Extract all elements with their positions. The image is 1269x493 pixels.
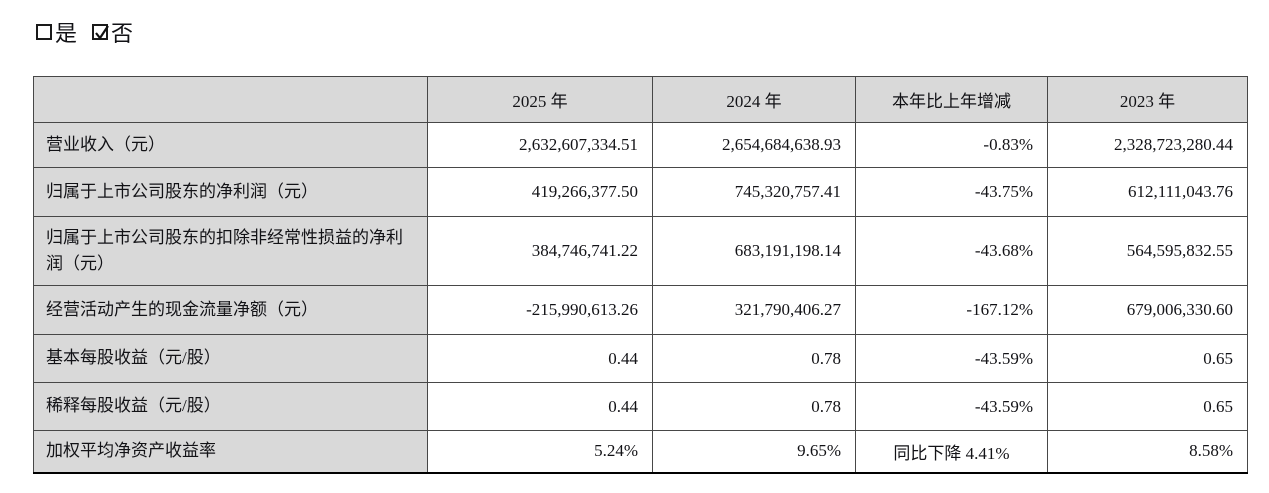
header-2024: 2024 年 — [652, 76, 856, 123]
value-2024: 321,790,406.27 — [652, 285, 856, 335]
table-row-net-profit: 归属于上市公司股东的净利润（元） 419,266,377.50 745,320,… — [33, 167, 1248, 217]
value-2023: 612,111,043.76 — [1047, 167, 1248, 217]
value-2023: 0.65 — [1047, 334, 1248, 383]
value-2023: 679,006,330.60 — [1047, 285, 1248, 335]
row-label: 经营活动产生的现金流量净额（元） — [33, 285, 428, 335]
checkbox-yes-label: 是 — [55, 21, 79, 46]
row-label: 归属于上市公司股东的净利润（元） — [33, 167, 428, 217]
value-2024: 2,654,684,638.93 — [652, 122, 856, 168]
value-2023: 564,595,832.55 — [1047, 216, 1248, 286]
row-label: 加权平均净资产收益率 — [33, 430, 428, 474]
table-row-operating-cash-flow: 经营活动产生的现金流量净额（元） -215,990,613.26 321,790… — [33, 285, 1248, 335]
value-change: -43.59% — [855, 334, 1048, 383]
row-label: 基本每股收益（元/股） — [33, 334, 428, 383]
value-2024: 683,191,198.14 — [652, 216, 856, 286]
financial-summary-table: 2025 年 2024 年 本年比上年增减 2023 年 营业收入（元） 2,6… — [33, 76, 1248, 474]
value-2023: 0.65 — [1047, 382, 1248, 431]
table-header-row: 2025 年 2024 年 本年比上年增减 2023 年 — [33, 76, 1248, 123]
yes-no-checkbox-row: 是 否 — [36, 16, 134, 48]
value-2024: 9.65% — [652, 430, 856, 474]
value-2025: 0.44 — [427, 382, 653, 431]
value-2025: -215,990,613.26 — [427, 285, 653, 335]
table-row-revenue: 营业收入（元） 2,632,607,334.51 2,654,684,638.9… — [33, 122, 1248, 168]
value-2025: 0.44 — [427, 334, 653, 383]
row-label: 稀释每股收益（元/股） — [33, 382, 428, 431]
table-row-basic-eps: 基本每股收益（元/股） 0.44 0.78 -43.59% 0.65 — [33, 334, 1248, 383]
header-metric — [33, 76, 428, 123]
value-2024: 0.78 — [652, 382, 856, 431]
value-2024: 0.78 — [652, 334, 856, 383]
checkbox-option-no[interactable]: 否 — [92, 16, 134, 48]
value-2024: 745,320,757.41 — [652, 167, 856, 217]
value-2025: 419,266,377.50 — [427, 167, 653, 217]
value-change: -43.59% — [855, 382, 1048, 431]
value-change: -0.83% — [855, 122, 1048, 168]
checkbox-no-label: 否 — [111, 21, 135, 46]
header-2023: 2023 年 — [1047, 76, 1248, 123]
value-change: 同比下降 4.41% — [855, 430, 1048, 474]
value-2023: 2,328,723,280.44 — [1047, 122, 1248, 168]
value-2025: 2,632,607,334.51 — [427, 122, 653, 168]
table-row-weighted-avg-roe: 加权平均净资产收益率 5.24% 9.65% 同比下降 4.41% 8.58% — [33, 430, 1248, 474]
table-row-diluted-eps: 稀释每股收益（元/股） 0.44 0.78 -43.59% 0.65 — [33, 382, 1248, 431]
header-2025: 2025 年 — [427, 76, 653, 123]
value-2025: 5.24% — [427, 430, 653, 474]
checkbox-unchecked-icon[interactable] — [36, 24, 52, 40]
value-change: -167.12% — [855, 285, 1048, 335]
row-label: 营业收入（元） — [33, 122, 428, 168]
header-change: 本年比上年增减 — [855, 76, 1048, 123]
checkbox-checked-icon[interactable] — [92, 24, 109, 40]
value-change: -43.68% — [855, 216, 1048, 286]
table-row-net-profit-excl-nonrecurring: 归属于上市公司股东的扣除非经常性损益的净利润（元） 384,746,741.22… — [33, 216, 1248, 286]
row-label: 归属于上市公司股东的扣除非经常性损益的净利润（元） — [33, 216, 428, 286]
value-2025: 384,746,741.22 — [427, 216, 653, 286]
checkbox-option-yes[interactable]: 是 — [36, 16, 78, 48]
value-change: -43.75% — [855, 167, 1048, 217]
value-2023: 8.58% — [1047, 430, 1248, 474]
checkmark-icon — [95, 25, 109, 40]
